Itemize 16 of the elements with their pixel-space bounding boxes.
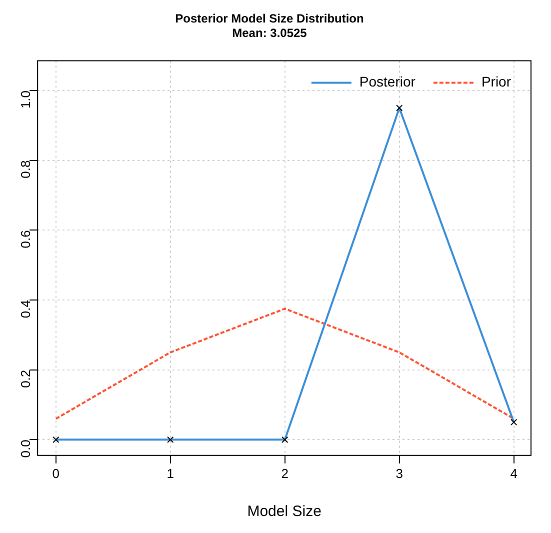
y-tick-label: 0.2 (18, 370, 34, 388)
x-tick-label: 0 (52, 466, 60, 481)
y-tick-label: 0.8 (18, 160, 34, 178)
legend-label: Posterior (359, 74, 416, 90)
x-axis-title: Model Size (247, 503, 322, 520)
chart-subtitle: Mean: 3.0525 (232, 26, 308, 40)
x-tick-label: 2 (281, 466, 288, 481)
y-tick-label: 1.0 (18, 90, 34, 109)
y-tick-label: 0.6 (18, 230, 34, 248)
x-tick-label: 4 (510, 466, 518, 481)
chart-title: Posterior Model Size Distribution (175, 12, 364, 26)
x-tick-label: 3 (396, 466, 403, 481)
legend-label: Prior (481, 74, 512, 90)
x-tick-label: 1 (166, 466, 174, 481)
y-tick-label: 0.4 (18, 300, 34, 318)
y-tick-label: 0.0 (18, 440, 34, 458)
